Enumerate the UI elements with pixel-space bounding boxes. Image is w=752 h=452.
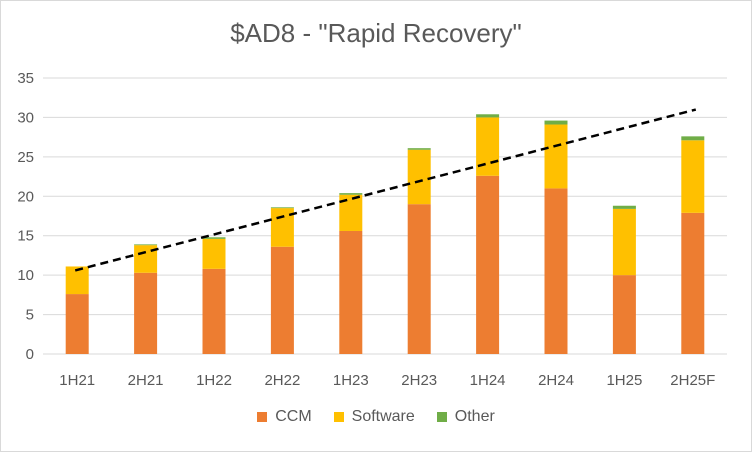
y-tick-label: 35 (17, 70, 34, 87)
bar-ccm-2h24 (544, 188, 568, 354)
bar-software-2h21 (134, 245, 158, 273)
bar-software-1h22 (202, 238, 226, 269)
bar-other-1h22 (202, 237, 226, 239)
bar-software-1h23 (339, 194, 363, 231)
bar-software-1h24 (476, 117, 500, 176)
bar-other-1h23 (339, 193, 363, 195)
chart-title: $AD8 - "Rapid Recovery" (230, 18, 522, 48)
bar-ccm-1h25 (612, 275, 636, 354)
bar-other-1h25 (612, 205, 636, 209)
legend-label: CCM (275, 408, 312, 425)
legend-item-other: Other (436, 408, 495, 426)
y-tick-label: 15 (17, 228, 34, 245)
x-tick-label: 2H21 (128, 372, 164, 389)
legend-label: Other (454, 408, 495, 425)
y-tick-label: 10 (17, 267, 34, 284)
bar-other-2h23 (407, 148, 431, 150)
x-tick-label: 1H24 (470, 372, 506, 389)
bar-software-2h24 (544, 124, 568, 189)
legend-swatch (333, 412, 344, 422)
bar-ccm-2h25f (681, 212, 705, 354)
bar-ccm-2h21 (134, 272, 158, 354)
legend-item-software: Software (333, 408, 415, 426)
y-tick-label: 5 (26, 307, 34, 324)
bar-ccm-1h22 (202, 268, 226, 354)
legend: CCM Software Other (0, 408, 752, 426)
bar-ccm-2h22 (270, 246, 294, 354)
bar-software-1h25 (612, 208, 636, 276)
x-tick-label: 2H25F (670, 372, 715, 389)
y-tick-label: 0 (26, 346, 34, 363)
trendline (74, 108, 697, 272)
bar-other-2h21 (134, 244, 158, 246)
y-tick-label: 25 (17, 149, 34, 166)
bar-ccm-2h23 (407, 204, 431, 354)
bar-software-2h25f (681, 140, 705, 213)
legend-swatch (257, 412, 268, 422)
bar-ccm-1h24 (476, 175, 500, 354)
bar-software-2h23 (407, 149, 431, 205)
x-tick-label: 1H22 (196, 372, 232, 389)
x-tick-label: 1H25 (606, 372, 642, 389)
bar-other-2h24 (544, 120, 568, 125)
x-tick-label: 2H22 (264, 372, 300, 389)
x-tick-label: 2H24 (538, 372, 574, 389)
bar-other-2h22 (270, 207, 294, 209)
legend-label: Software (351, 408, 415, 425)
bar-ccm-1h23 (339, 230, 363, 354)
x-tick-label: 1H21 (59, 372, 95, 389)
bar-ccm-1h21 (65, 294, 89, 354)
y-tick-label: 30 (17, 109, 34, 126)
y-tick-label: 20 (17, 188, 34, 205)
x-tick-label: 1H23 (333, 372, 369, 389)
bar-other-2h25f (681, 136, 705, 141)
bar-other-1h24 (476, 114, 500, 118)
x-tick-label: 2H23 (401, 372, 437, 389)
bar-software-1h21 (65, 266, 89, 295)
legend-swatch (436, 412, 447, 422)
legend-item-ccm: CCM (257, 408, 312, 426)
